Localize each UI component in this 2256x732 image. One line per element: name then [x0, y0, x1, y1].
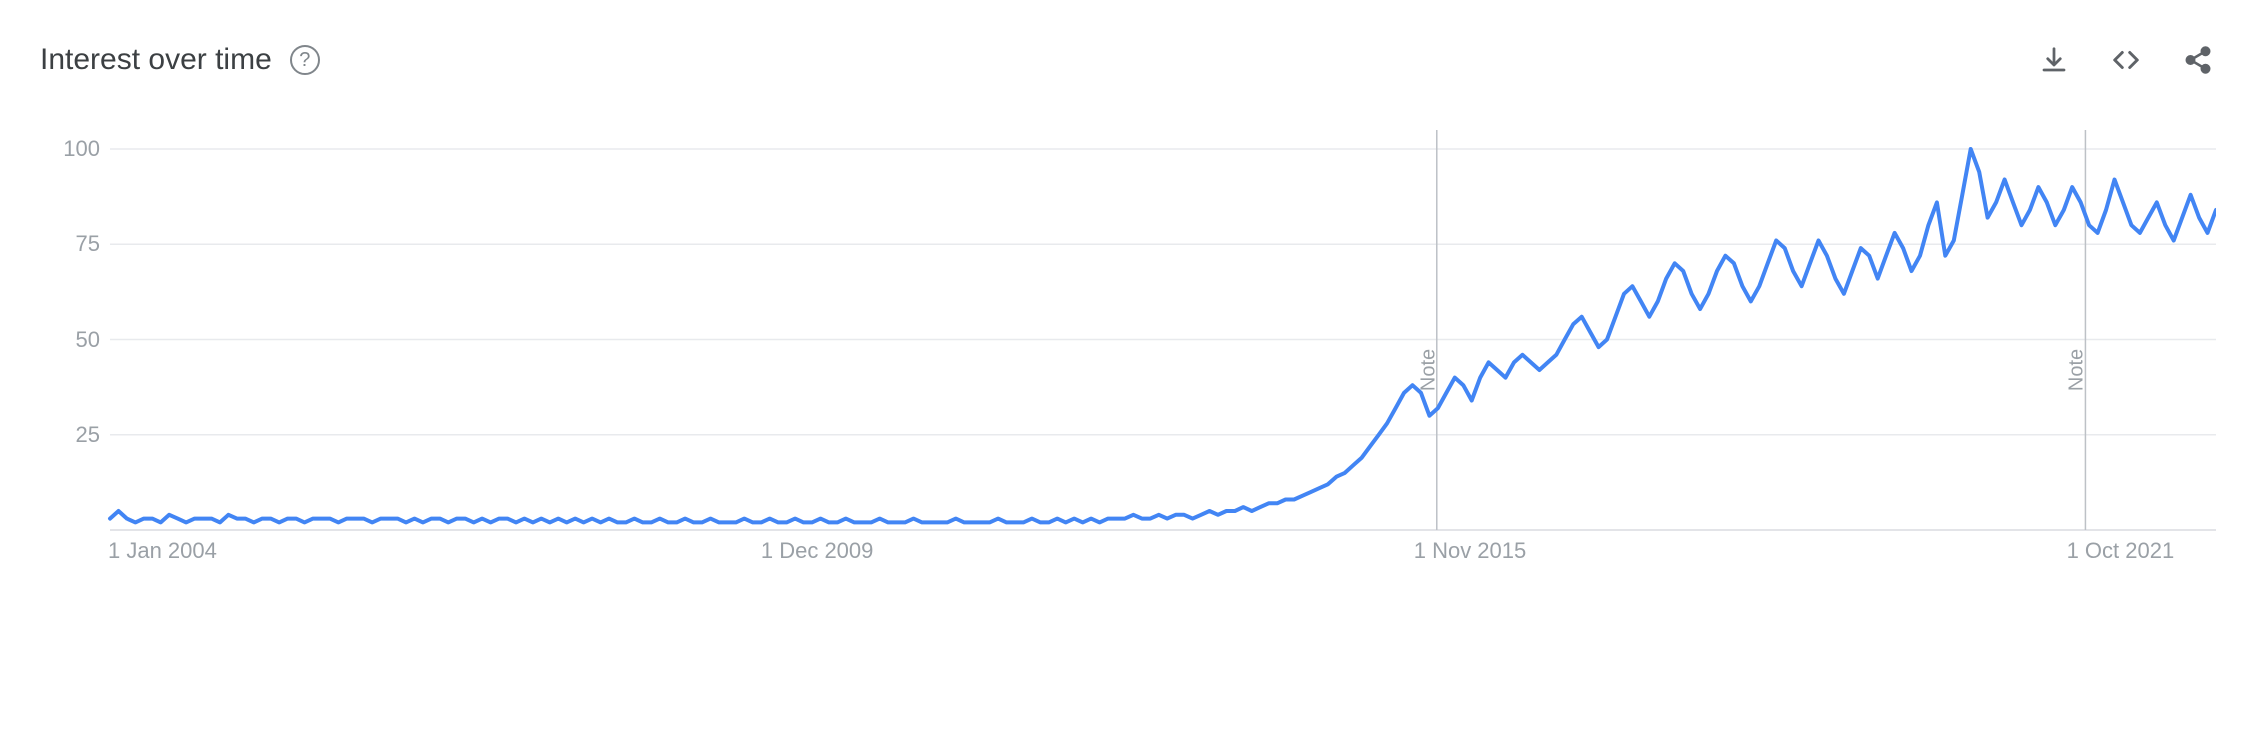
- embed-icon: [2109, 45, 2143, 75]
- series-line: [110, 149, 2216, 522]
- y-tick-label: 25: [40, 422, 100, 448]
- header-actions: [2036, 42, 2216, 78]
- help-icon[interactable]: ?: [290, 45, 320, 75]
- download-icon: [2039, 45, 2069, 75]
- x-tick-label: 1 Dec 2009: [761, 538, 874, 564]
- chart-area: 25 50 75 100 Note Note 1 Jan 2004 1 Dec 2009 1 N…: [40, 130, 2216, 580]
- x-tick-label: 1 Oct 2021: [2067, 538, 2175, 564]
- note-label: Note: [1417, 348, 1440, 390]
- embed-button[interactable]: [2108, 42, 2144, 78]
- chart-header: Interest over time ?: [0, 0, 2256, 90]
- note-label: Note: [2066, 348, 2089, 390]
- chart-title: Interest over time: [40, 43, 272, 77]
- y-tick-label: 100: [40, 136, 100, 162]
- title-wrap: Interest over time ?: [40, 43, 320, 77]
- y-tick-label: 50: [40, 327, 100, 353]
- y-tick-label: 75: [40, 231, 100, 257]
- x-tick-label: 1 Jan 2004: [108, 538, 217, 564]
- line-chart[interactable]: [40, 130, 2216, 580]
- share-button[interactable]: [2180, 42, 2216, 78]
- share-icon: [2183, 45, 2213, 75]
- download-button[interactable]: [2036, 42, 2072, 78]
- x-tick-label: 1 Nov 2015: [1414, 538, 1527, 564]
